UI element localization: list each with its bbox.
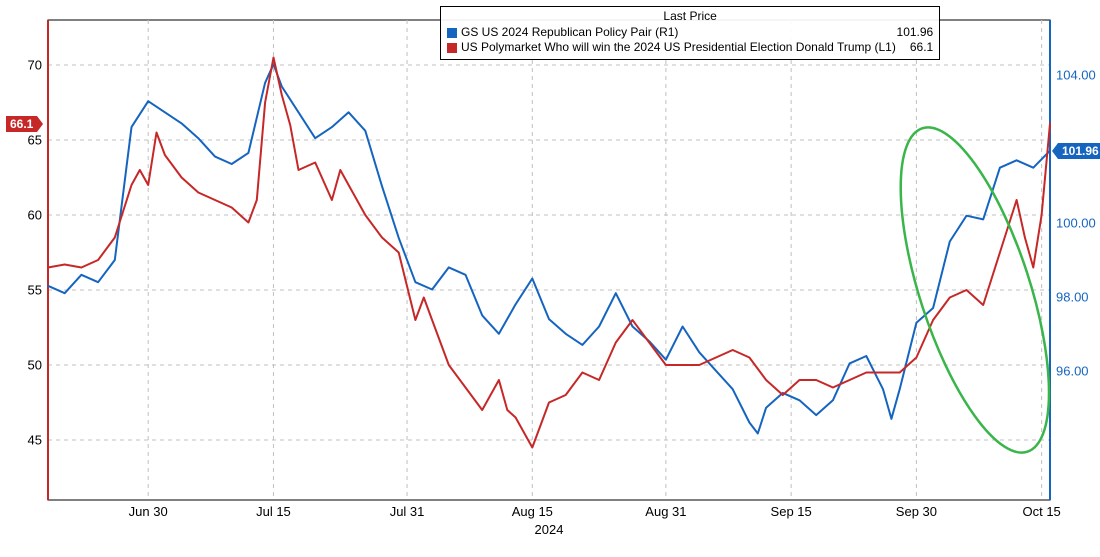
right-value-flag-text: 101.96 (1062, 144, 1099, 158)
x-axis-year-label: 2024 (535, 522, 564, 537)
left-axis-tick-label: 65 (0, 133, 42, 148)
left-value-flag: 66.1 (6, 116, 37, 132)
x-axis-tick-label: Aug 31 (645, 504, 686, 519)
legend-row: GS US 2024 Republican Policy Pair (R1) 10… (447, 25, 933, 40)
right-axis-tick-label: 104.00 (1056, 68, 1096, 83)
x-axis-tick-label: Jul 15 (256, 504, 291, 519)
right-value-flag: 101.96 (1058, 143, 1100, 159)
x-axis-tick-label: Jul 31 (390, 504, 425, 519)
legend-value: 101.96 (887, 25, 934, 40)
left-axis-tick-label: 55 (0, 283, 42, 298)
legend-title: Last Price (447, 9, 933, 25)
left-axis-tick-label: 70 (0, 58, 42, 73)
chart-root: Last Price GS US 2024 Republican Policy … (0, 0, 1100, 557)
legend-label: US Polymarket Who will win the 2024 US P… (461, 40, 896, 55)
legend-box: Last Price GS US 2024 Republican Policy … (440, 6, 940, 60)
x-axis-tick-label: Sep 30 (896, 504, 937, 519)
x-axis-tick-label: Aug 15 (512, 504, 553, 519)
left-axis-tick-label: 50 (0, 358, 42, 373)
plot-area (48, 20, 1050, 500)
legend-swatch (447, 28, 457, 38)
legend-value: 66.1 (900, 40, 933, 55)
right-axis-tick-label: 96.00 (1056, 363, 1089, 378)
x-axis-tick-label: Oct 15 (1022, 504, 1060, 519)
annotation-svg (48, 20, 1050, 500)
legend-row: US Polymarket Who will win the 2024 US P… (447, 40, 933, 55)
right-axis-tick-label: 98.00 (1056, 289, 1089, 304)
left-value-flag-text: 66.1 (10, 117, 33, 131)
left-axis-tick-label: 45 (0, 433, 42, 448)
left-axis-tick-label: 60 (0, 208, 42, 223)
x-axis-tick-label: Jun 30 (129, 504, 168, 519)
legend-label: GS US 2024 Republican Policy Pair (R1) (461, 25, 883, 40)
right-axis-tick-label: 100.00 (1056, 216, 1096, 231)
x-axis-tick-label: Sep 15 (771, 504, 812, 519)
legend-swatch (447, 43, 457, 53)
